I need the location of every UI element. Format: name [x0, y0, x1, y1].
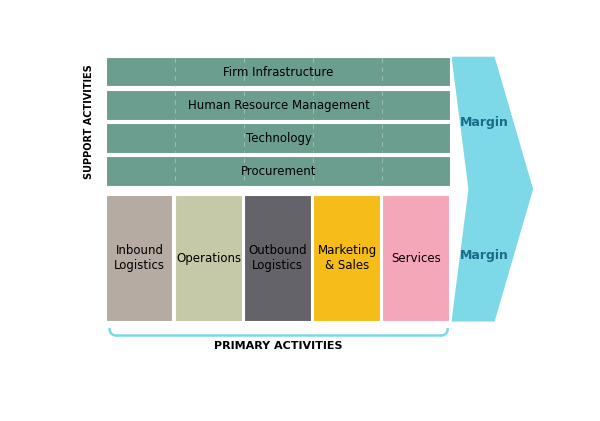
Text: Outbound
Logistics: Outbound Logistics — [248, 244, 307, 272]
Text: Firm Infrastructure: Firm Infrastructure — [223, 66, 334, 79]
Text: Technology: Technology — [245, 132, 311, 145]
Bar — [382, 195, 450, 322]
Polygon shape — [451, 57, 533, 322]
Bar — [175, 195, 242, 322]
Text: Human Resource Management: Human Resource Management — [188, 99, 370, 112]
Bar — [106, 57, 451, 88]
Bar — [106, 123, 451, 154]
Bar — [106, 195, 173, 322]
Bar — [106, 90, 451, 120]
Text: Margin: Margin — [460, 116, 509, 129]
Text: Operations: Operations — [176, 251, 241, 264]
Bar — [313, 195, 381, 322]
Text: Marketing
& Sales: Marketing & Sales — [317, 244, 377, 272]
Text: Inbound
Logistics: Inbound Logistics — [114, 244, 165, 272]
Text: SUPPORT ACTIVITIES: SUPPORT ACTIVITIES — [84, 64, 94, 179]
Bar — [106, 156, 451, 187]
Text: PRIMARY ACTIVITIES: PRIMARY ACTIVITIES — [214, 341, 343, 351]
Text: Services: Services — [391, 251, 441, 264]
Bar — [244, 195, 311, 322]
Text: Procurement: Procurement — [241, 165, 316, 178]
Text: Margin: Margin — [460, 249, 509, 262]
